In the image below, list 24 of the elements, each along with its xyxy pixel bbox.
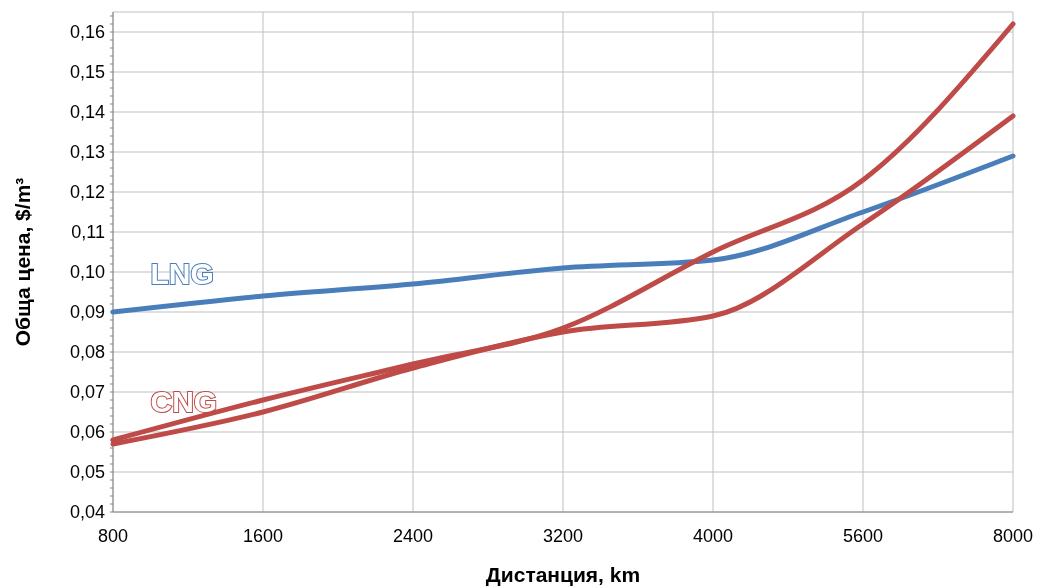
y-tick-label: 0,15: [69, 62, 105, 83]
y-tick-label: 0,05: [69, 462, 105, 483]
y-tick-label: 0,09: [69, 302, 105, 323]
y-tick-label: 0,10: [69, 262, 105, 283]
x-tick-label: 800: [97, 526, 129, 546]
y-tick-label: 0,06: [69, 422, 105, 443]
y-tick-label: 0,11: [71, 222, 105, 243]
y-tick-label: 0,16: [69, 22, 105, 43]
y-axis-title: Обща цена, $/m³: [11, 177, 34, 347]
y-tick-label: 0,07: [69, 382, 105, 403]
y-tick-label: 0,04: [69, 502, 105, 523]
y-tick-label: 0,12: [69, 182, 105, 203]
x-tick-label: 2400: [392, 526, 434, 546]
y-tick-label: 0,13: [69, 142, 105, 163]
x-tick-label: 4000: [692, 526, 734, 546]
x-tick-label: 1600: [242, 526, 284, 546]
x-axis-title: Дистанция, km: [485, 563, 641, 586]
series-label: CNG: [150, 385, 218, 418]
x-tick-label: 3200: [542, 526, 584, 546]
x-tick-label: 5600: [842, 526, 884, 546]
y-tick-label: 0,14: [69, 102, 105, 123]
y-tick-label: 0,08: [69, 342, 105, 363]
series-label: LNG: [150, 257, 214, 290]
x-tick-label: 8000: [992, 526, 1034, 546]
